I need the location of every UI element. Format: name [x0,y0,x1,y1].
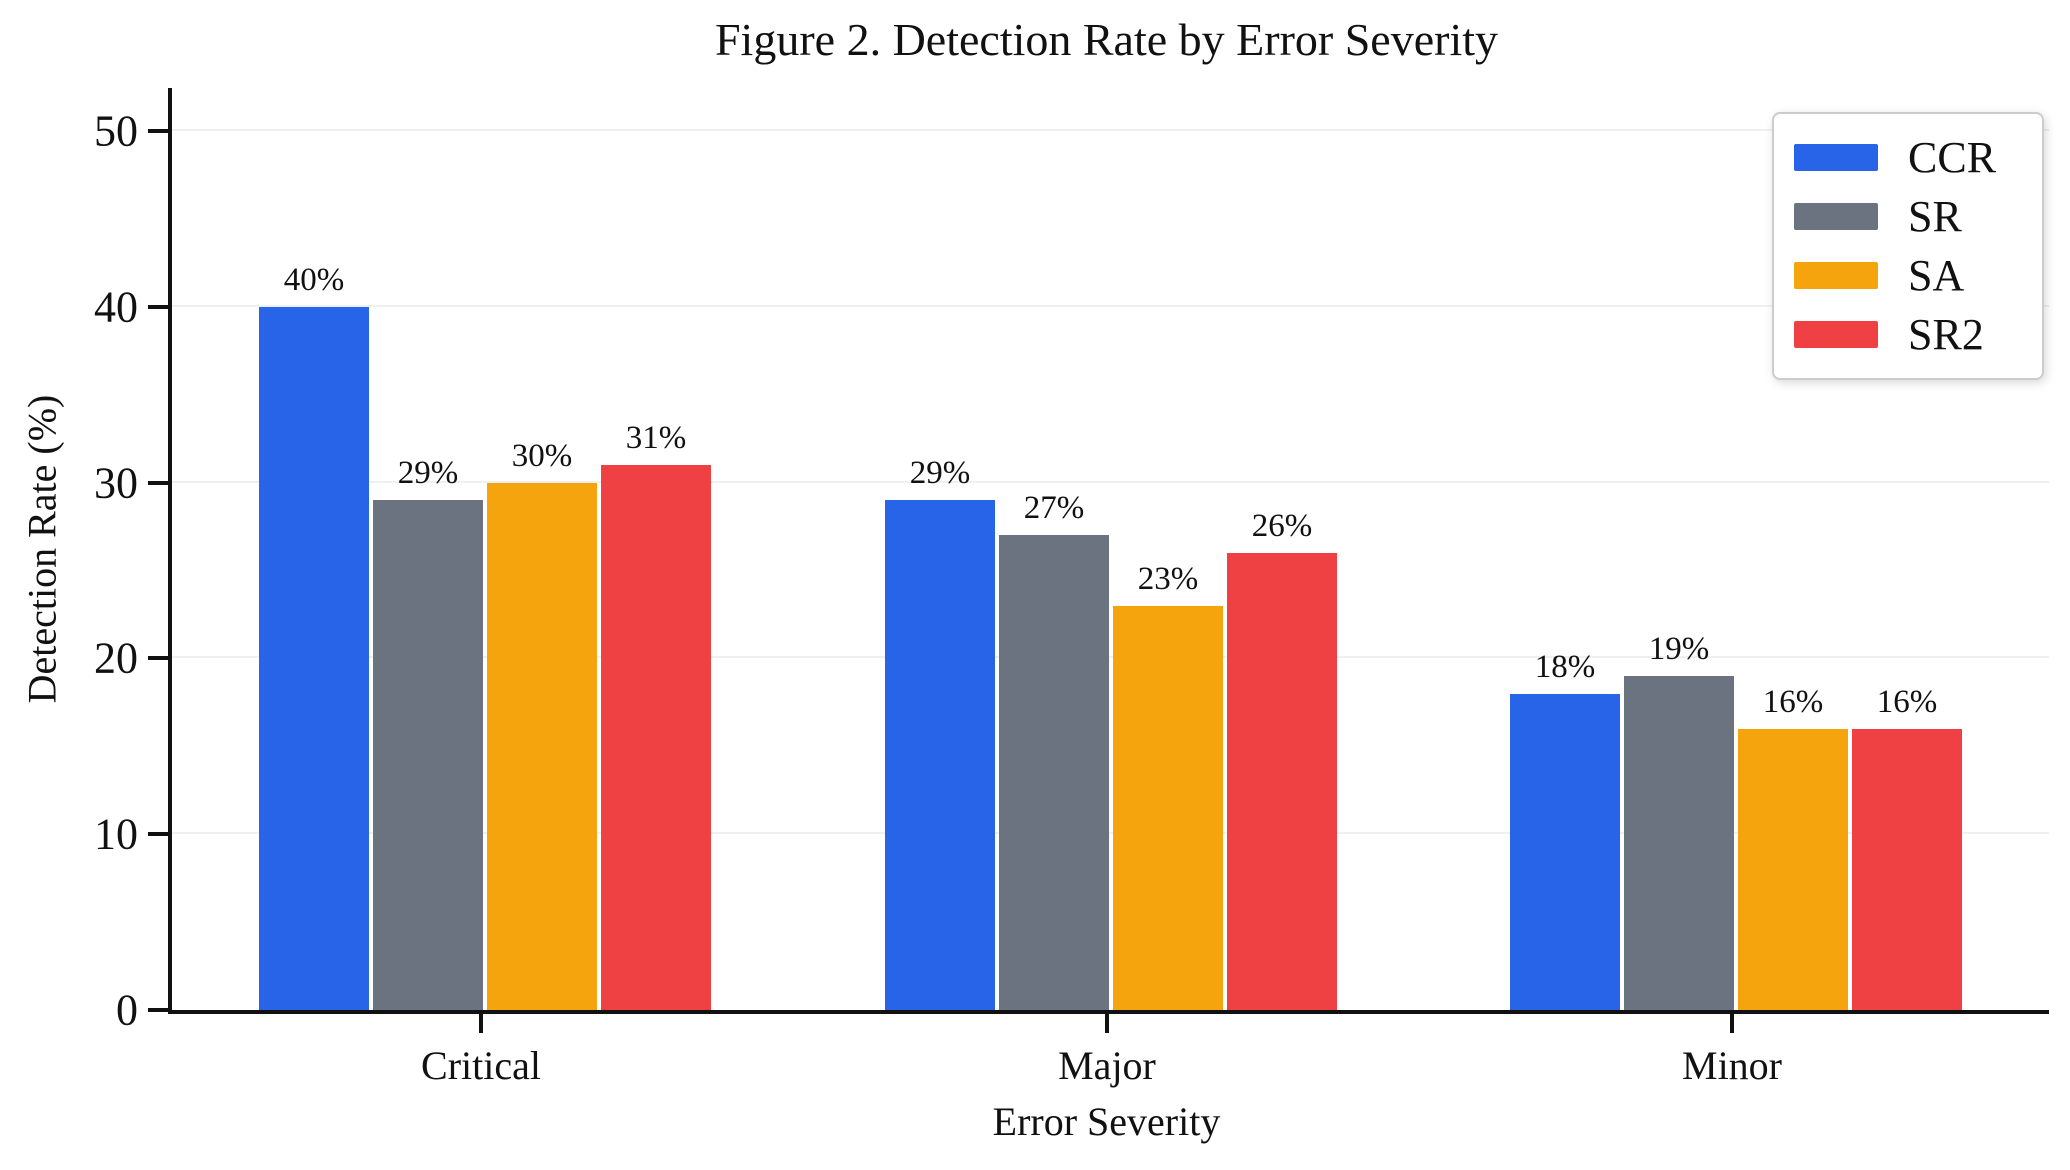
bar-value-label: 18% [1534,648,1596,685]
bar-sr2-major: 26% [1227,508,1337,1010]
bar-group-major: 29% 27% 23% 26% [885,88,1337,1010]
bar-value-label: 29% [397,455,459,492]
bar-value-label: 30% [511,437,573,474]
gridline-20 [172,656,2049,659]
y-tick-label-0: 0 [116,985,138,1035]
y-tick-label-30: 30 [94,458,138,508]
legend: CCR SR SA SR2 [1772,112,2044,380]
bar-value-label: 27% [1023,490,1085,527]
bar-sr-minor: 19% [1624,631,1734,1010]
y-tick-mark-20 [148,656,168,661]
y-tick-label-20: 20 [94,633,138,683]
bar-sr-major: 27% [999,490,1109,1010]
legend-item-ccr: CCR [1794,128,2026,187]
x-tick-mark-minor [1730,1014,1734,1033]
bar-ccr-major: 29% [885,455,995,1010]
bar-sr2-minor: 16% [1852,684,1962,1010]
chart-title: Figure 2. Detection Rate by Error Severi… [714,14,1499,65]
plot-area: 40% 29% 30% 31% 29% 27% 23% 26% 18% 19% 16% 16% [168,88,2049,1014]
bar-value-label: 31% [625,420,687,457]
x-axis-title: Error Severity [992,1099,1221,1144]
bar-sa-critical: 30% [487,438,597,1010]
x-tick-mark-major [1105,1014,1109,1033]
y-tick-mark-10 [148,832,168,837]
y-tick-label-10: 10 [94,809,138,859]
legend-swatch-sa [1794,262,1878,289]
legend-item-sa: SA [1794,246,2026,305]
y-tick-mark-50 [148,129,168,133]
y-tick-mark-40 [148,304,168,309]
legend-swatch-sr [1794,203,1878,230]
legend-swatch-sr2 [1794,321,1878,348]
legend-label: SR2 [1908,309,1984,359]
gridline-50 [172,129,2049,131]
legend-items: CCR SR SA SR2 [1794,128,2026,364]
legend-label: SR [1908,191,1962,241]
bar-ccr-critical: 40% [259,262,369,1010]
x-tick-label-minor: Minor [1682,1043,1782,1088]
x-tick-mark-critical [479,1014,483,1033]
gridline-10 [172,832,2049,835]
bar-value-label: 26% [1251,507,1313,544]
bar-sr2-critical: 31% [601,420,711,1010]
bar-value-label: 19% [1648,630,1710,667]
bar-value-label: 40% [283,261,345,298]
legend-label: SA [1908,250,1965,300]
x-tick-label-critical: Critical [421,1043,541,1088]
bar-ccr-minor: 18% [1510,649,1620,1010]
bar-sr-critical: 29% [373,455,483,1010]
gridline-40 [172,304,2049,307]
bar-value-label: 16% [1876,683,1938,720]
bar-group-critical: 40% 29% 30% 31% [259,88,711,1010]
legend-item-sr: SR [1794,187,2026,246]
bar-value-label: 23% [1137,560,1199,597]
bar-group-minor: 18% 19% 16% 16% [1510,88,1962,1010]
y-tick-label-50: 50 [94,106,138,156]
bar-value-label: 16% [1762,683,1824,720]
legend-label: CCR [1908,132,1997,182]
y-tick-mark-30 [148,480,168,485]
bar-value-label: 29% [909,455,971,492]
bar-sa-minor: 16% [1738,684,1848,1010]
legend-item-sr2: SR2 [1794,305,2026,364]
x-tick-label-major: Major [1058,1043,1156,1088]
gridline-30 [172,480,2049,483]
bar-sa-major: 23% [1113,561,1223,1010]
y-tick-label-40: 40 [94,282,138,332]
y-tick-mark-0 [148,1008,168,1012]
legend-swatch-ccr [1794,144,1878,171]
